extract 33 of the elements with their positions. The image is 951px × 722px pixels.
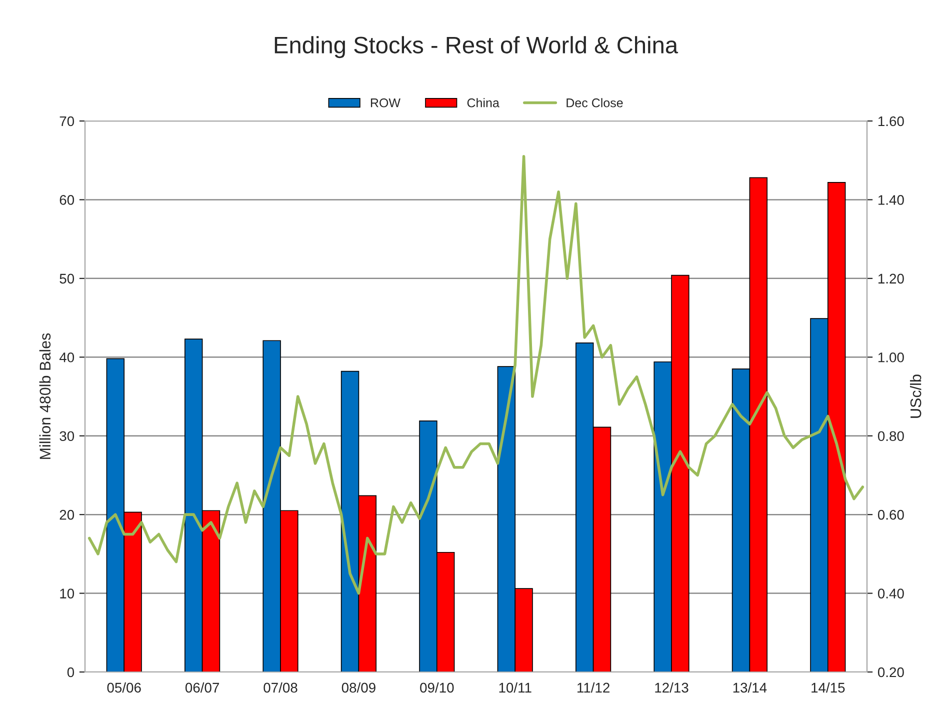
x-tick-label: 11/12 [577,682,610,693]
legend-label: Dec Close [566,98,623,108]
x-tick-label: 12/13 [655,682,688,693]
y2-tick-label: 0.60 [878,510,904,520]
y2-tick-label: 1.20 [878,274,904,284]
x-tick-label: 05/06 [107,682,141,693]
y2-tick-label: 0.40 [878,588,904,598]
y2-tick-label: 1.60 [878,116,904,126]
y2-axis-title: USc/lb [910,374,922,418]
y-tick-label: 60 [60,195,74,205]
y-tick-label: 50 [60,274,74,284]
x-tick-label: 06/07 [185,682,219,693]
line-series [88,155,864,595]
y-tick-label: 0 [67,667,74,678]
x-tick-label: 08/09 [342,682,376,693]
y-tick-label: 30 [60,431,74,442]
y-tick-label: 10 [60,588,74,598]
y-tick-label: 40 [59,352,74,362]
y2-tick-label: 1.00 [878,352,904,362]
x-tick-label: 07/08 [264,682,298,693]
y-tick-label: 20 [60,510,74,520]
x-tick-label: 09/10 [420,682,454,693]
y-tick-label: 70 [60,116,74,126]
x-tick-label: 10/11 [499,682,532,693]
y2-tick-label: 0.80 [878,431,904,442]
legend-label: China [467,98,500,108]
y-axis-title: Million 480lb Bales [39,333,51,459]
legend-label: ROW [370,98,400,108]
y2-tick-label: 0.20 [878,667,904,678]
y2-tick-label: 1.40 [878,195,904,205]
x-tick-label: 14/15 [812,682,845,693]
chart-title: Ending Stocks - Rest of World & China [274,36,678,58]
x-tick-label: 13/14 [733,682,767,693]
